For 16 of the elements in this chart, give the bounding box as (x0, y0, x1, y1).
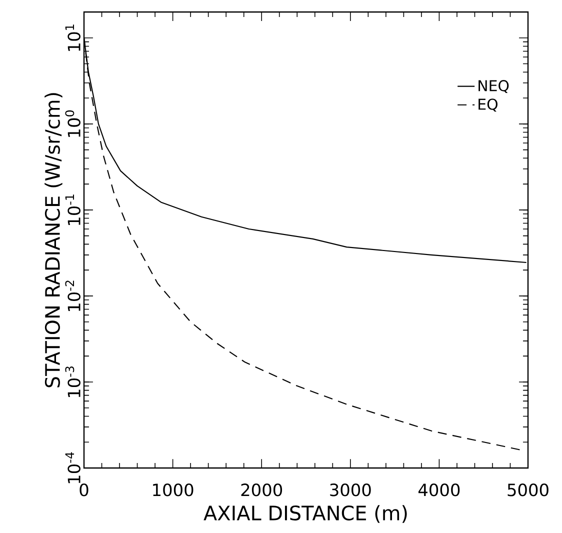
x-tick-label: 2000 (241, 483, 282, 496)
x-tick-label: 4000 (418, 483, 460, 496)
y-tick-label: 10$^{-3}$ (65, 366, 80, 398)
x-tick-label: 1000 (153, 483, 194, 496)
x-tick-label: 0 (80, 483, 88, 496)
x-tick-label: 5000 (508, 483, 548, 496)
legend-label: NEQ (478, 80, 509, 94)
y-tick-label: 10$^{1}$ (65, 24, 80, 51)
legend-label: EQ (478, 98, 498, 112)
x-tick-label: 3000 (330, 483, 371, 496)
y-tick-label: 10$^{-4}$ (65, 452, 80, 484)
y-tick-label: 10$^{-1}$ (65, 194, 80, 226)
x-axis-title: AXIAL DISTANCE (m) (204, 505, 407, 523)
y-tick-label: 10$^{0}$ (65, 110, 80, 137)
y-tick-label: 10$^{-2}$ (65, 280, 80, 312)
y-axis-title: STATION RADIANCE (W/sr/cm) (44, 93, 62, 388)
